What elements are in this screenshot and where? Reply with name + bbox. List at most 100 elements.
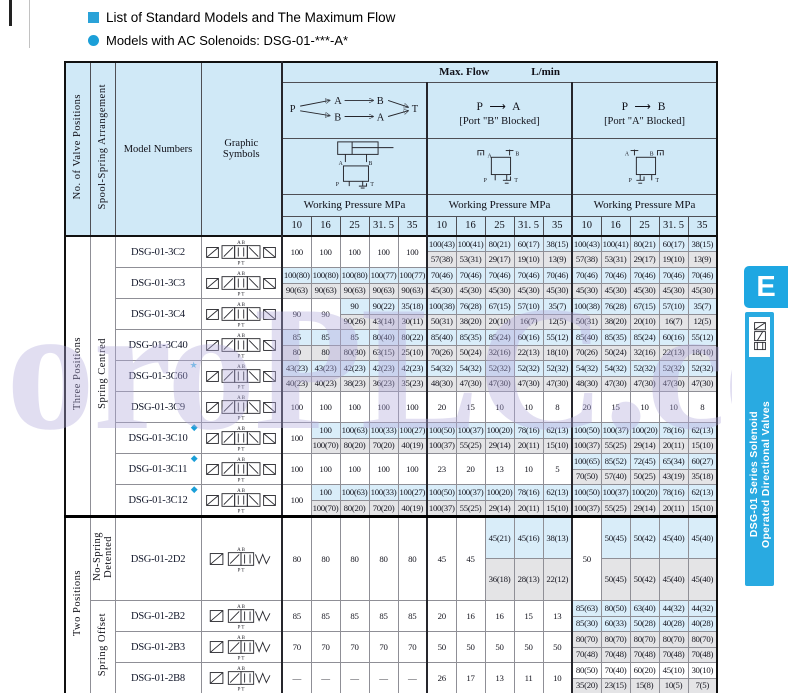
model-number: DSG-01-2B3 (114, 631, 202, 663)
flow-cell: 10 (542, 662, 573, 693)
flow-cell: 100(63) (339, 422, 370, 439)
flow-cell: 100 (339, 453, 370, 485)
flow-cell: — (281, 662, 312, 693)
flow-cell: 55(25) (600, 500, 631, 517)
flow-cell: 70(20) (368, 500, 399, 517)
flow-cell: 100(41) (600, 235, 631, 253)
models-table: No. of Valve Positions Spool-Spring Arra… (64, 61, 719, 693)
svg-text:B: B (376, 96, 383, 107)
symbol-cylinder-valve: A B P T (281, 137, 428, 195)
model-number: DSG-01-3C60 ★ (114, 360, 202, 392)
svg-text:P T: P T (238, 417, 245, 421)
flow-cell: 10 (484, 391, 515, 423)
working-pressure-header-1: Working Pressure MPa (281, 193, 428, 217)
flow-cell: 15 (600, 391, 631, 423)
spring-label-spring-offset: Spring Offset (89, 600, 116, 693)
flow-cell: 52(32) (484, 360, 515, 377)
flow-cell: 100(38) (426, 298, 457, 315)
flow-cell: 50 (542, 631, 573, 663)
flow-cell: 45(30) (484, 282, 515, 299)
flow-cell: 85 (339, 600, 370, 632)
flow-cell: 85 (397, 600, 428, 632)
port-a-blocked-icon: A B P T (624, 149, 664, 184)
flow-cell: 90(63) (281, 282, 312, 299)
flow-cell: 45(10) (658, 662, 689, 679)
flow-cell: 19(10) (658, 251, 689, 268)
flow-cell: 13 (542, 600, 573, 632)
svg-text:A: A (376, 112, 384, 123)
flow-cell: 80(70) (687, 631, 718, 648)
flow-cell: 38(15) (687, 235, 718, 253)
spring-label-no-spring-detented: No-Spring Detented (89, 515, 116, 601)
pressure-tick-cell: 25 (629, 215, 660, 237)
flow-cell: 62(13) (542, 484, 573, 501)
flow-cell: 55(25) (455, 500, 486, 517)
flow-cell: 85 (310, 600, 341, 632)
flow-cell: 13(9) (687, 251, 718, 268)
flow-cell: 100(77) (368, 267, 399, 284)
flow-cell: 100(33) (368, 484, 399, 501)
graphic-symbol: A B P T (200, 453, 283, 485)
flow-cell: 38(23) (339, 375, 370, 392)
flow-cell: 63(40) (629, 600, 660, 617)
header-graphic-symbols: Graphic Symbols (200, 61, 283, 237)
flow-cell: — (368, 662, 399, 693)
flow-cell: 28(13) (513, 558, 544, 601)
svg-text:A B: A B (237, 303, 246, 308)
flow-cell: 52(32) (658, 360, 689, 377)
flow-cell: 62(13) (687, 484, 718, 501)
model-number: DSG-01-3C40 (114, 329, 202, 361)
flow-cell: 100 (310, 422, 341, 439)
flow-cell: 45(21) (484, 515, 515, 559)
svg-text:A B: A B (237, 636, 246, 641)
diamond-marker-icon: ◆ (190, 422, 198, 432)
flow-cell: 100(37) (455, 484, 486, 501)
flow-cell: 29(14) (484, 437, 515, 454)
flow-cell: 55(25) (600, 437, 631, 454)
flow-cell: 100 (397, 391, 428, 423)
flow-cell: 100(80) (339, 267, 370, 284)
flow-cell: 57(38) (426, 251, 457, 268)
flow-cell: 42(23) (368, 360, 399, 377)
flow-cell: 80 (310, 515, 341, 601)
flow-cell: 80 (397, 515, 428, 601)
svg-text:P T: P T (238, 448, 245, 452)
flow-cell: 57(38) (571, 251, 602, 268)
flow-cell: 20 (426, 600, 457, 632)
working-pressure-header-3: Working Pressure MPa (570, 193, 718, 217)
flow-cell: 54(32) (455, 360, 486, 377)
flow-cell: 100 (281, 484, 312, 517)
flow-cell: 52(32) (687, 360, 718, 377)
page-edge-line (29, 0, 30, 48)
flow-cell: 100(37) (600, 484, 631, 501)
flow-cell: 70(46) (426, 267, 457, 284)
flow-cell: 52(32) (629, 360, 660, 377)
graphic-symbol: A B P T (200, 484, 283, 517)
graphic-symbol: A B P T (200, 267, 283, 299)
flow-cell: 10(5) (658, 677, 689, 693)
flow-cell: 16 (455, 600, 486, 632)
flow-cell: 78(16) (658, 484, 689, 501)
model-number: DSG-01-3C9 (114, 391, 202, 423)
flow-cell: 60(27) (687, 453, 718, 470)
flow-cell: 76(28) (600, 298, 631, 315)
flow-cell: 100(65) (571, 453, 602, 470)
svg-text:P: P (289, 103, 295, 114)
flow-cell: 50(28) (629, 615, 660, 632)
svg-text:B: B (334, 112, 341, 123)
flow-cell: 45(40) (658, 515, 689, 559)
flow-cell: 100(63) (339, 484, 370, 501)
flow-cell: 100(37) (600, 422, 631, 439)
flow-cell: 76(28) (455, 298, 486, 315)
flow-cell: 50(31) (426, 313, 457, 330)
symbol-port-a-blocked: A B P T (570, 137, 718, 195)
flow-cell: 90(63) (368, 282, 399, 299)
flow-cell: 38(15) (542, 235, 573, 253)
pressure-tick-cell: 25 (339, 215, 370, 237)
flow-cell: 80(40) (368, 329, 399, 346)
flow-cell: 42(23) (397, 360, 428, 377)
flow-cell: 85(40) (426, 329, 457, 346)
flow-cell: 100(20) (629, 484, 660, 501)
model-number: DSG-01-2D2 (114, 515, 202, 601)
flow-cell: 100 (281, 422, 312, 454)
